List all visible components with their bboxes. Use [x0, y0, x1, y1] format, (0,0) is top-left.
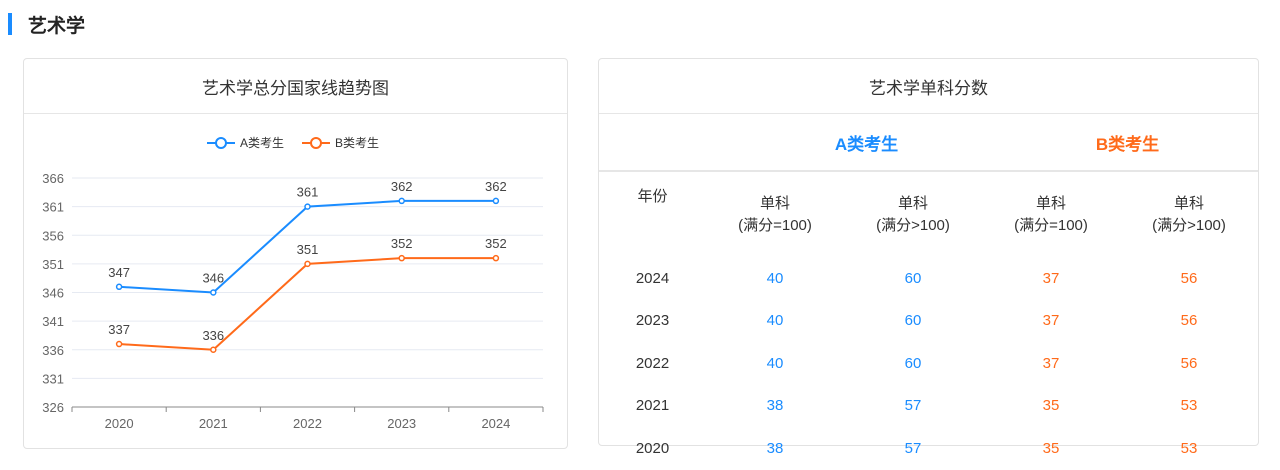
score-cell: 37 [1042, 312, 1060, 330]
line-chart: 326 331 336 341 346 351 356 361 366 2020 2021 2022 2… [42, 136, 544, 431]
score-cell: 60 [904, 312, 922, 330]
chart-card: 艺术学总分国家线趋势图 [23, 58, 568, 449]
data-label: 346 [202, 271, 224, 286]
score-cell: 53 [1180, 397, 1198, 415]
y-tick-label: 341 [42, 314, 64, 329]
y-tick-label: 351 [42, 257, 64, 272]
table-title: 艺术学单科分数 [599, 59, 1258, 114]
score-cell: 38 [766, 397, 784, 415]
data-label: 347 [108, 265, 130, 280]
data-label: 362 [485, 179, 507, 194]
data-label: 361 [297, 185, 319, 200]
data-point [115, 340, 123, 348]
legend-label: A类考生 [240, 136, 284, 150]
column-header: 年份 [637, 188, 668, 205]
data-label: 336 [202, 328, 224, 343]
score-cell: 53 [1180, 439, 1198, 457]
score-cell: 40 [766, 312, 784, 330]
score-cell: 56 [1180, 269, 1198, 287]
score-cell: 56 [1180, 354, 1198, 372]
data-point [398, 197, 405, 205]
column-header: 单科 (满分=100) [1014, 194, 1088, 234]
table-row: 2021 38 57 35 53 [599, 385, 1258, 428]
legend-marker [310, 137, 322, 149]
x-tick-label: 2021 [199, 416, 228, 431]
data-label: 352 [485, 236, 507, 251]
data-point [115, 283, 123, 291]
score-cell: 60 [904, 269, 922, 287]
legend-label: B类考生 [335, 136, 379, 150]
table-row: 2024 40 60 37 56 [599, 257, 1258, 300]
y-tick-label: 326 [42, 400, 64, 415]
table-row: 2020 38 57 35 53 [599, 427, 1258, 470]
x-tick-label: 2020 [105, 416, 134, 431]
chart-title: 艺术学总分国家线趋势图 [24, 59, 567, 114]
score-cell: 37 [1042, 269, 1060, 287]
x-tick-label: 2024 [481, 416, 510, 431]
year-cell: 2020 [635, 439, 670, 457]
score-cell: 37 [1042, 354, 1060, 372]
y-tick-label: 336 [42, 343, 64, 358]
y-tick-label: 361 [42, 200, 64, 215]
score-cell: 57 [904, 439, 922, 457]
legend-marker [215, 137, 227, 149]
table-row: 2022 40 60 37 56 [599, 342, 1258, 385]
series-line [119, 257, 496, 351]
x-tick-label: 2023 [387, 416, 416, 431]
column-header: 单科 (满分>100) [876, 194, 950, 234]
score-cell: 56 [1180, 312, 1198, 330]
year-cell: 2022 [635, 354, 670, 372]
group-header: A类考生 B类考生 [599, 114, 1258, 172]
x-tick-label: 2022 [293, 416, 322, 431]
section-title: 艺术学 [8, 12, 85, 37]
data-label: 362 [391, 179, 413, 194]
data-point [492, 197, 500, 205]
score-cell: 38 [766, 439, 784, 457]
group-b-label: B类考生 [1095, 134, 1160, 154]
title-accent-bar [8, 13, 12, 35]
data-label: 351 [297, 242, 319, 257]
data-point [398, 254, 405, 262]
y-tick-label: 366 [42, 171, 64, 186]
data-point [210, 289, 217, 296]
data-label: 352 [391, 236, 413, 251]
score-cell: 35 [1042, 439, 1060, 457]
data-point [304, 260, 311, 268]
year-cell: 2021 [635, 397, 670, 415]
score-table: 年份 单科 (满分=100) 单科 (满分>100) 单科 (满分=100) 单科 (满分>10… [599, 172, 1258, 470]
score-cell: 40 [766, 354, 784, 372]
score-cell: 60 [904, 354, 922, 372]
year-cell: 2024 [635, 269, 670, 287]
data-label: 337 [108, 322, 130, 337]
y-tick-label: 331 [42, 371, 64, 386]
score-cell: 35 [1042, 397, 1060, 415]
column-header: 单科 (满分=100) [738, 194, 812, 234]
y-tick-label: 346 [42, 286, 64, 301]
table-card: 艺术学单科分数 A类考生 B类考生 年份 单科 (满分=100) 单科 (满分>100) 单… [598, 58, 1259, 457]
score-cell: 57 [904, 397, 922, 415]
y-tick-label: 356 [42, 228, 64, 243]
year-cell: 2023 [635, 312, 670, 330]
group-a-label: A类考生 [834, 134, 899, 154]
data-point [492, 254, 500, 262]
table-row: 2023 40 60 37 56 [599, 300, 1258, 343]
data-point [210, 346, 217, 353]
data-point [304, 203, 311, 210]
column-header: 单科 (满分>100) [1152, 194, 1226, 234]
score-cell: 40 [766, 269, 784, 287]
